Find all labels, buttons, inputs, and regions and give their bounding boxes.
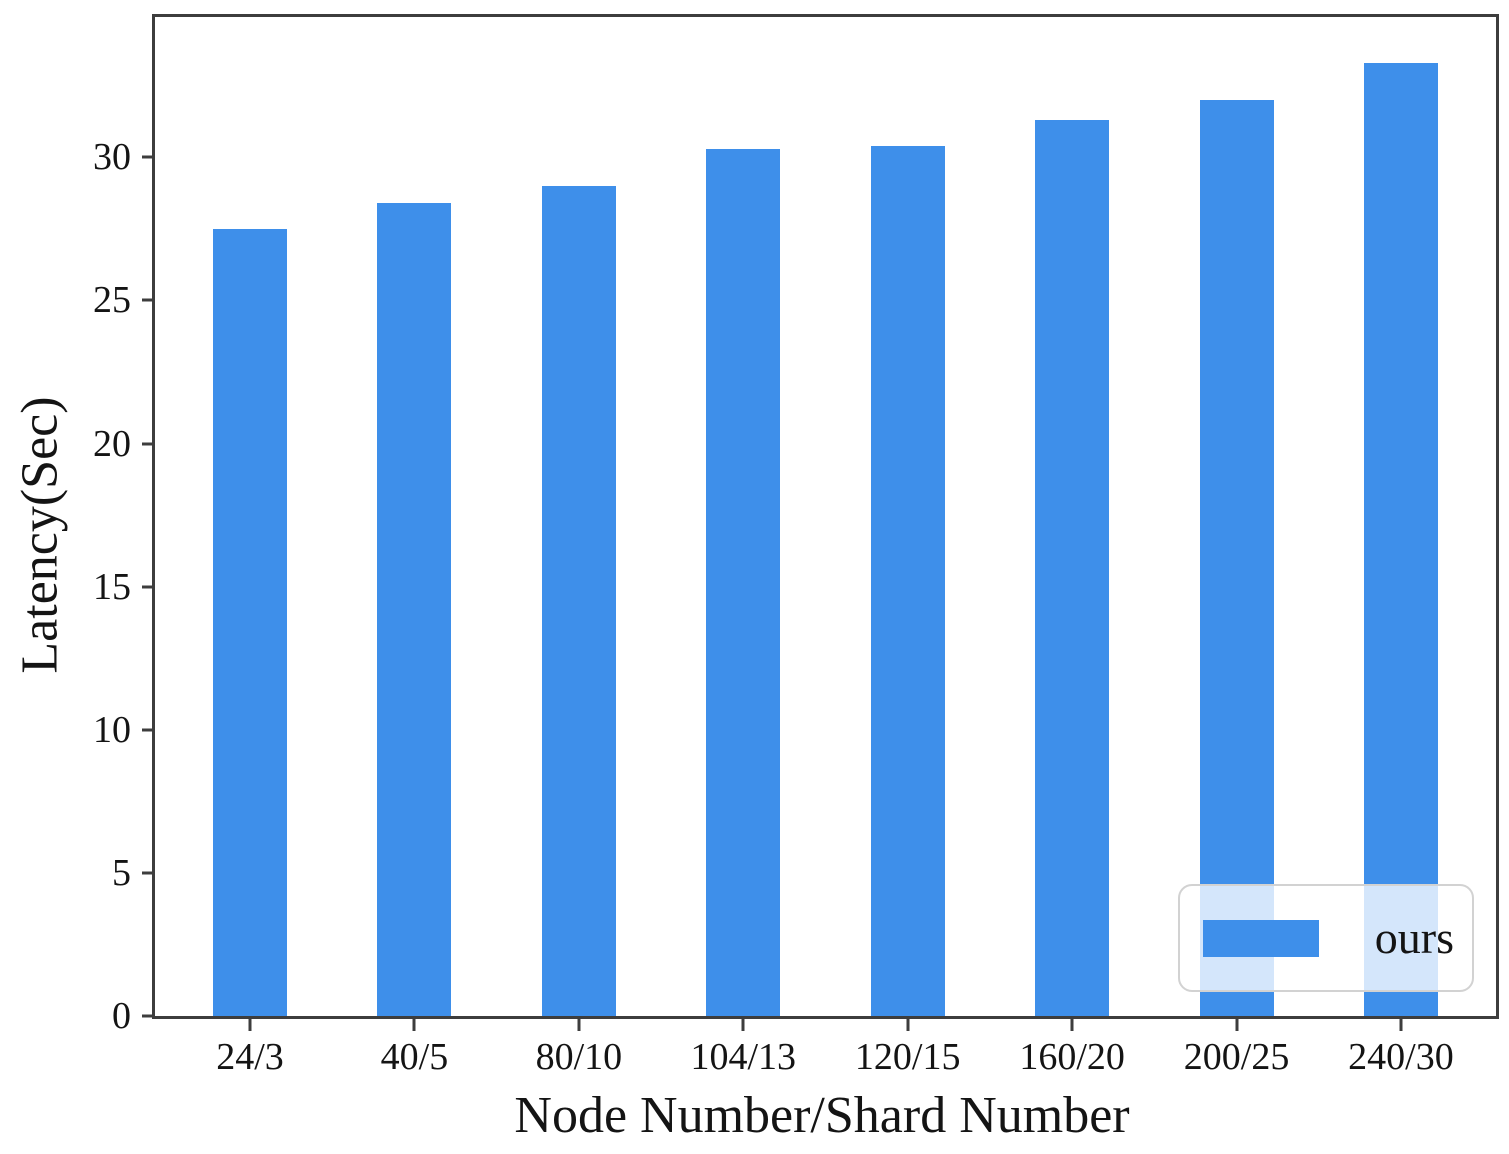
y-tick-label: 25 — [93, 279, 131, 322]
x-tick-label: 240/30 — [1348, 1036, 1454, 1078]
bar-240/30 — [1363, 62, 1438, 1016]
x-tick-label: 104/13 — [690, 1036, 797, 1078]
y-tick — [142, 728, 152, 732]
bar-200/25 — [1199, 100, 1274, 1016]
bar-104/13 — [706, 148, 781, 1016]
x-tick-label: 200/25 — [1183, 1036, 1290, 1078]
x-tick-label: 40/5 — [380, 1036, 449, 1078]
legend-label-ours: ours — [1374, 912, 1454, 963]
legend: ours — [1177, 884, 1474, 992]
bar-80/10 — [541, 185, 616, 1016]
legend-swatch-ours — [1202, 919, 1319, 957]
x-tick — [1235, 1019, 1239, 1031]
x-tick — [741, 1019, 745, 1031]
x-tick-label: 80/10 — [535, 1036, 623, 1078]
y-tick-label: 10 — [93, 708, 131, 751]
y-tick — [142, 155, 152, 159]
x-tick-label: 160/20 — [1019, 1036, 1125, 1078]
bar-24/3 — [213, 228, 288, 1016]
plot-area: 0 5 10 15 20 25 30 24/3 40/5 80/10 104/13 120/15 16… — [93, 14, 1499, 1076]
x-axis-title: Node Number/Shard Number — [514, 1087, 1130, 1144]
x-tick — [1070, 1019, 1074, 1031]
y-axis-title: Latency(Sec) — [11, 396, 69, 674]
y-tick — [142, 442, 152, 446]
y-tick-label: 0 — [112, 995, 131, 1037]
bar-120/15 — [870, 145, 945, 1016]
x-tick-label: 24/3 — [216, 1036, 284, 1078]
x-tick — [1399, 1019, 1403, 1031]
x-tick — [248, 1019, 252, 1031]
y-tick — [142, 585, 152, 589]
x-tick — [412, 1019, 416, 1031]
x-tick-label: 120/15 — [854, 1036, 961, 1078]
y-tick-label: 5 — [112, 851, 131, 894]
x-tick — [906, 1019, 910, 1031]
bar-160/20 — [1035, 120, 1110, 1016]
y-tick-label: 30 — [93, 136, 131, 179]
y-tick — [142, 1014, 152, 1018]
y-tick-label: 20 — [93, 422, 131, 465]
x-tick — [577, 1019, 581, 1031]
y-tick-label: 15 — [93, 565, 131, 608]
y-tick — [142, 871, 152, 875]
y-tick — [142, 298, 152, 302]
bar-40/5 — [377, 203, 452, 1016]
